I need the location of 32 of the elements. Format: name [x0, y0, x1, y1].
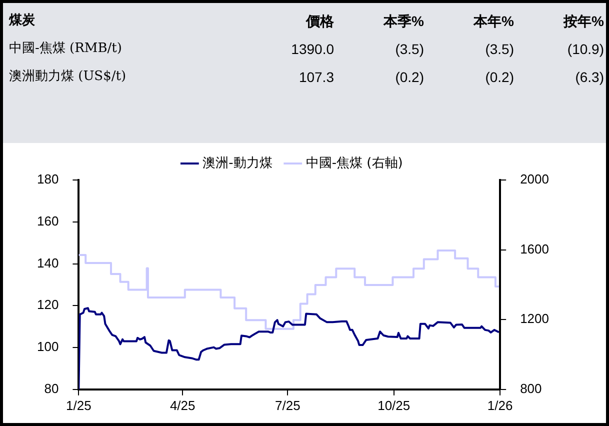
text: 煤炭 — [9, 12, 36, 30]
text: 按年% — [562, 12, 604, 31]
text: 1390.0 — [290, 40, 334, 59]
text: 本季% — [382, 12, 424, 31]
legend-label: 中國-焦煤 (右軸) — [306, 156, 403, 171]
y-tick-label: 120 — [36, 297, 59, 312]
y-tick-label: 160 — [36, 213, 59, 228]
text: (0.2) — [484, 68, 514, 87]
x-tick-label: 10/25 — [378, 398, 410, 413]
y2-tick-label: 1200 — [520, 311, 549, 326]
y2-tick-label: 800 — [520, 380, 542, 396]
text: 本年% — [472, 12, 514, 31]
text: (3.5) — [484, 40, 514, 59]
y-tick-label: 140 — [36, 255, 59, 270]
text: (3.5) — [394, 40, 424, 59]
x-tick-label: 1/26 — [487, 398, 513, 413]
text: 107.3 — [298, 68, 334, 87]
text: 中國-焦煤 (RMB/t) — [9, 40, 123, 58]
text: (6.3) — [574, 68, 604, 87]
legend-label: 澳洲-動力煤 — [202, 156, 272, 171]
text: 價格 — [304, 12, 334, 31]
y-tick-label: 180 — [36, 172, 59, 187]
x-tick-label: 7/25 — [274, 398, 300, 413]
x-tick-label: 4/25 — [170, 398, 196, 413]
y-tick-label: 80 — [44, 380, 59, 396]
text: (10.9) — [566, 40, 604, 59]
x-tick-label: 1/25 — [66, 398, 92, 413]
y-tick-label: 100 — [36, 339, 59, 354]
text: 澳洲動力煤 (US$/t) — [9, 68, 128, 86]
y2-tick-label: 1600 — [520, 241, 549, 256]
text: (0.2) — [394, 68, 424, 87]
y2-tick-label: 2000 — [520, 172, 549, 187]
